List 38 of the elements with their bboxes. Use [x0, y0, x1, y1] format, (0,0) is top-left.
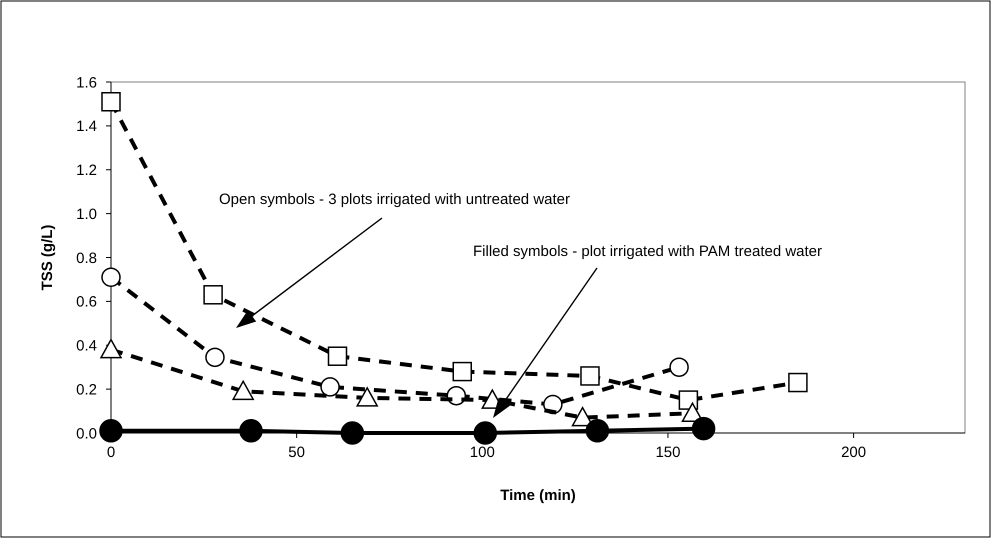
x-axis-title: Time (min) [500, 487, 576, 504]
point [320, 377, 340, 397]
y-tick-label: 0.2 [76, 381, 97, 398]
y-tick-label: 1.4 [76, 118, 97, 136]
x-tick-label: 0 [106, 444, 116, 461]
annotation: Open symbols - 3 plots irrigated with untreated water [219, 191, 570, 208]
point [205, 348, 225, 368]
y-tick-label: 0.0 [76, 425, 97, 442]
point [101, 267, 121, 287]
y-tick-label: 0.6 [76, 294, 97, 311]
y-tick-label: 1.2 [76, 162, 97, 179]
x-tick-label: 200 [841, 444, 866, 461]
point [232, 380, 254, 400]
point [356, 387, 378, 407]
annotation: Filled symbols - plot irrigated with PAM treated water [473, 243, 822, 260]
point [340, 421, 364, 445]
y-tick-label: 1.6 [76, 74, 97, 92]
point [586, 419, 610, 443]
point [101, 92, 121, 112]
y-tick-label: 0.8 [76, 250, 97, 267]
x-tick-label: 150 [655, 444, 680, 461]
point [452, 362, 472, 382]
y-tick-label: 1.0 [76, 206, 97, 223]
point [99, 419, 123, 443]
point [692, 416, 716, 440]
x-tick-label: 50 [288, 444, 305, 461]
point [580, 366, 600, 386]
point [678, 390, 698, 410]
point [100, 338, 122, 358]
y-axis-title: TSS (g/L) [39, 224, 56, 290]
point [788, 372, 808, 392]
point [328, 346, 348, 366]
y-tick-label: 0.4 [76, 338, 97, 354]
point [669, 357, 689, 377]
point [239, 419, 263, 443]
x-tick-label: 100 [470, 444, 495, 461]
point [203, 285, 223, 305]
point [474, 421, 498, 445]
